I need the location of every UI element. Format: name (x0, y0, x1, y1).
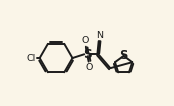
Text: O: O (86, 63, 93, 72)
Text: N: N (96, 31, 103, 40)
Text: Cl: Cl (27, 54, 36, 63)
Text: S: S (119, 49, 128, 62)
Text: O: O (82, 36, 89, 45)
Text: S: S (83, 48, 91, 61)
